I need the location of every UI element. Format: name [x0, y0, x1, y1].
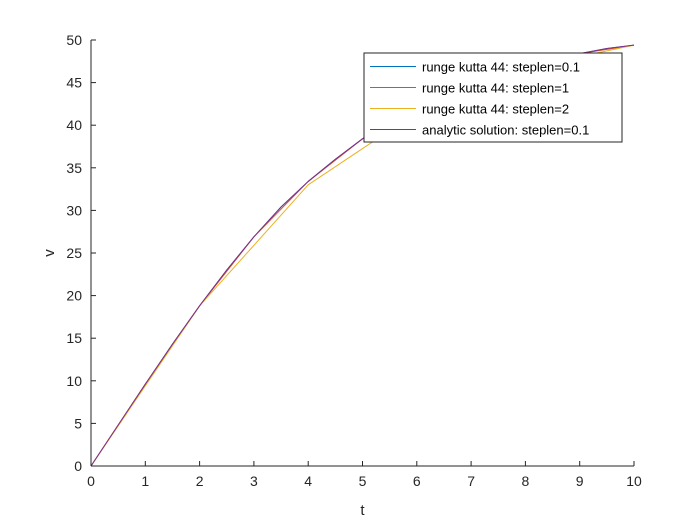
y-tick-label: 25	[66, 245, 82, 261]
x-tick-label: 2	[196, 473, 204, 489]
y-axis: 0 5 10 15 20 25 30 35 40 45 50	[66, 32, 96, 474]
x-axis-label: t	[360, 502, 365, 519]
y-tick-label: 40	[66, 117, 82, 133]
x-tick-label: 7	[467, 473, 475, 489]
x-axis: 0 1 2 3 4 5 6 7 8 9 10	[87, 461, 642, 489]
x-tick-label: 6	[413, 473, 421, 489]
x-tick-label: 0	[87, 473, 95, 489]
legend-label: analytic solution: steplen=0.1	[422, 123, 589, 138]
x-tick-label: 10	[626, 473, 642, 489]
y-tick-label: 15	[66, 330, 82, 346]
x-tick-label: 5	[359, 473, 367, 489]
x-tick-label: 4	[304, 473, 312, 489]
y-tick-label: 50	[66, 32, 82, 48]
x-tick-label: 9	[576, 473, 584, 489]
y-axis-label: v	[41, 249, 58, 257]
legend-label: runge kutta 44: steplen=1	[422, 81, 569, 96]
x-tick-label: 8	[522, 473, 530, 489]
legend-label: runge kutta 44: steplen=2	[422, 102, 569, 117]
legend-box	[363, 52, 623, 143]
legend-label: runge kutta 44: steplen=0.1	[422, 60, 580, 75]
y-tick-label: 0	[74, 458, 82, 474]
y-tick-label: 30	[66, 202, 82, 218]
y-tick-label: 20	[66, 288, 82, 304]
y-tick-label: 10	[66, 373, 82, 389]
y-tick-label: 45	[66, 75, 82, 91]
y-tick-label: 35	[66, 160, 82, 176]
x-tick-label: 3	[250, 473, 258, 489]
x-tick-label: 1	[141, 473, 149, 489]
y-tick-label: 5	[74, 415, 82, 431]
legend: runge kutta 44: steplen=0.1 runge kutta 4…	[363, 52, 623, 143]
